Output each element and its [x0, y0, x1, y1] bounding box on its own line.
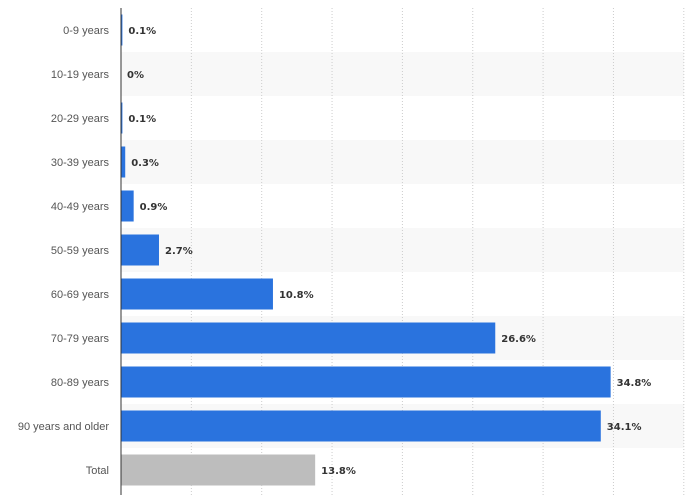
value-label: 34.8% — [617, 378, 652, 389]
category-label: 20-29 years — [51, 113, 110, 125]
category-label: 80-89 years — [51, 377, 110, 389]
bar — [121, 410, 601, 442]
bar — [121, 14, 123, 46]
bar — [121, 454, 316, 486]
bar — [121, 366, 611, 398]
value-label: 0.1% — [128, 114, 156, 125]
category-label: 30-39 years — [51, 157, 110, 169]
bar — [121, 146, 126, 178]
category-labels: 0-9 years 10-19 years 20-29 years 30-39 yea… — [18, 25, 110, 477]
category-label: Total — [86, 465, 109, 477]
value-label: 0.9% — [140, 202, 168, 213]
category-label: 70-79 years — [51, 333, 110, 345]
value-label: 0.1% — [128, 26, 156, 37]
row-band — [121, 228, 684, 272]
bars — [121, 14, 611, 486]
category-label: 10-19 years — [51, 69, 110, 81]
bar — [121, 234, 159, 266]
value-label: 13.8% — [321, 466, 356, 477]
value-label: 34.1% — [607, 422, 642, 433]
value-label: 26.6% — [501, 334, 536, 345]
bar — [121, 322, 496, 354]
value-label: 0% — [127, 70, 144, 81]
bar — [121, 278, 273, 310]
bar — [121, 190, 134, 222]
category-label: 40-49 years — [51, 201, 110, 213]
value-label: 0.3% — [131, 158, 159, 169]
value-labels: 0.1% 0% 0.1% 0.3% 0.9% 2.7% 10.8% 26.6% 34.8% 34.… — [127, 26, 651, 477]
category-label: 50-59 years — [51, 245, 110, 257]
category-label: 60-69 years — [51, 289, 110, 301]
category-label: 90 years and older — [18, 421, 109, 433]
value-label: 10.8% — [279, 290, 314, 301]
value-label: 2.7% — [165, 246, 193, 257]
category-label: 0-9 years — [63, 25, 109, 37]
gridlines — [190, 8, 685, 495]
bar — [121, 102, 123, 134]
